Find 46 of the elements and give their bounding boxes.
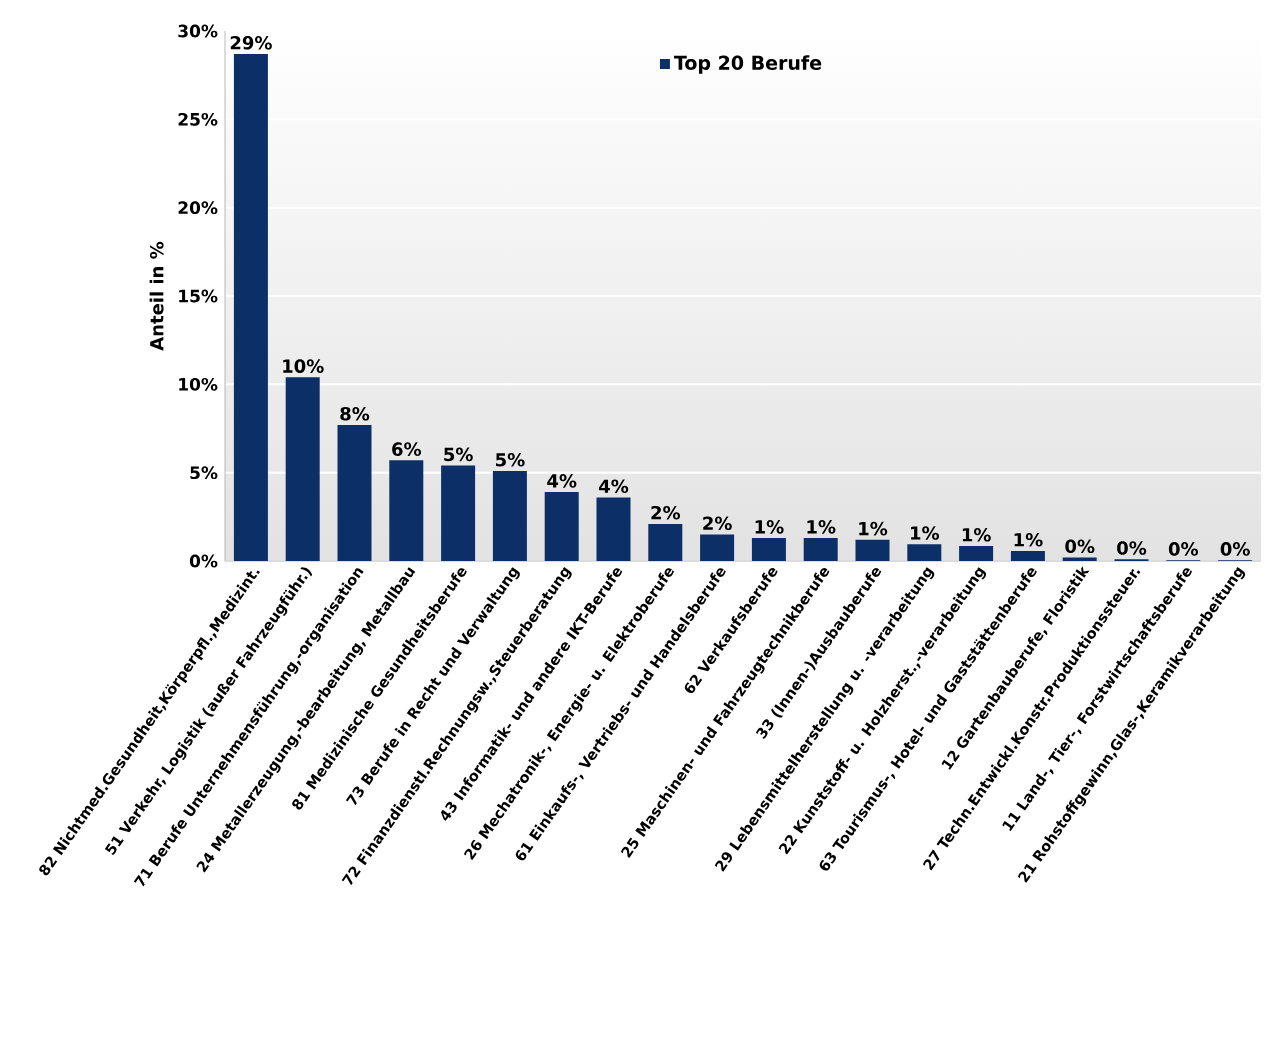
y-tick-label: 20% — [178, 201, 218, 215]
bar — [1010, 550, 1045, 562]
y-tick-label: 5% — [190, 466, 218, 480]
y-tick-label: 30% — [178, 24, 218, 38]
bar — [233, 53, 268, 562]
bar — [855, 539, 890, 562]
data-label: 0% — [1168, 542, 1199, 556]
data-label: 2% — [703, 516, 732, 531]
data-label: 5% — [495, 452, 525, 467]
bar — [441, 465, 476, 562]
data-label: 0% — [1065, 539, 1095, 554]
data-label: 1% — [807, 520, 836, 534]
bar — [544, 492, 579, 562]
y-tick-label: 25% — [178, 112, 218, 126]
data-label: 1% — [1014, 532, 1043, 547]
data-label: 6% — [392, 442, 422, 456]
y-tick-label: 10% — [179, 377, 218, 391]
data-label: 4% — [599, 479, 629, 494]
data-label: 29% — [230, 35, 272, 50]
bar — [700, 534, 735, 562]
bar — [803, 538, 838, 562]
bar — [907, 544, 942, 562]
bar — [389, 460, 424, 562]
bar — [648, 523, 683, 562]
data-label: 1% — [962, 527, 991, 542]
data-label: 0% — [1117, 541, 1147, 555]
bar — [337, 424, 372, 562]
y-tick-label: 0% — [189, 554, 218, 568]
bar — [492, 470, 527, 562]
data-label: 1% — [859, 521, 888, 536]
data-label: 4% — [547, 474, 577, 488]
bar — [959, 545, 994, 562]
y-tick-label: 15% — [179, 289, 218, 303]
data-label: 1% — [911, 526, 940, 540]
data-label: 2% — [651, 505, 681, 520]
data-label: 0% — [1220, 542, 1250, 556]
data-label: 10% — [283, 359, 324, 373]
data-label: 5% — [444, 447, 473, 462]
bar — [596, 497, 631, 562]
bar — [285, 377, 320, 562]
y-axis-title: Anteil in % — [149, 241, 164, 351]
bar — [1062, 557, 1097, 562]
bar — [751, 538, 786, 562]
data-label: 8% — [340, 406, 370, 421]
legend-label: Top 20 Berufe — [674, 55, 822, 74]
data-label: 1% — [755, 520, 784, 534]
